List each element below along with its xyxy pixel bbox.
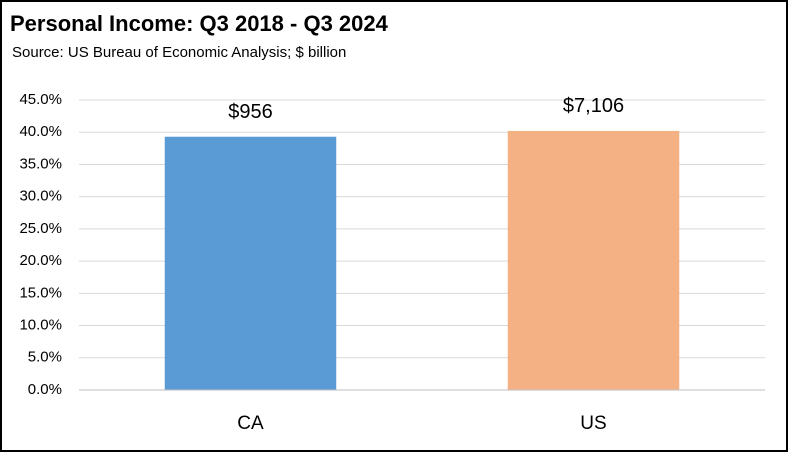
x-tick-label: US [580,413,606,434]
bar [164,136,337,390]
y-tick-label: 10.0% [19,317,62,334]
y-tick-label: 40.0% [19,123,62,140]
bar-label: $7,106 [563,95,624,117]
y-tick-label: 30.0% [19,188,62,205]
chart-title: Personal Income: Q3 2018 - Q3 2024 [10,11,389,36]
y-tick-label: 0.0% [28,381,62,398]
y-tick-label: 45.0% [19,91,62,108]
y-tick-label: 15.0% [19,284,62,301]
y-tick-label: 35.0% [19,155,62,172]
bar-label: $956 [228,101,273,123]
x-tick-label: CA [237,413,264,434]
y-tick-label: 25.0% [19,220,62,237]
bar [507,130,680,390]
y-tick-label: 5.0% [28,349,62,366]
y-tick-label: 20.0% [19,252,62,269]
chart-subtitle: Source: US Bureau of Economic Analysis; … [12,44,346,61]
